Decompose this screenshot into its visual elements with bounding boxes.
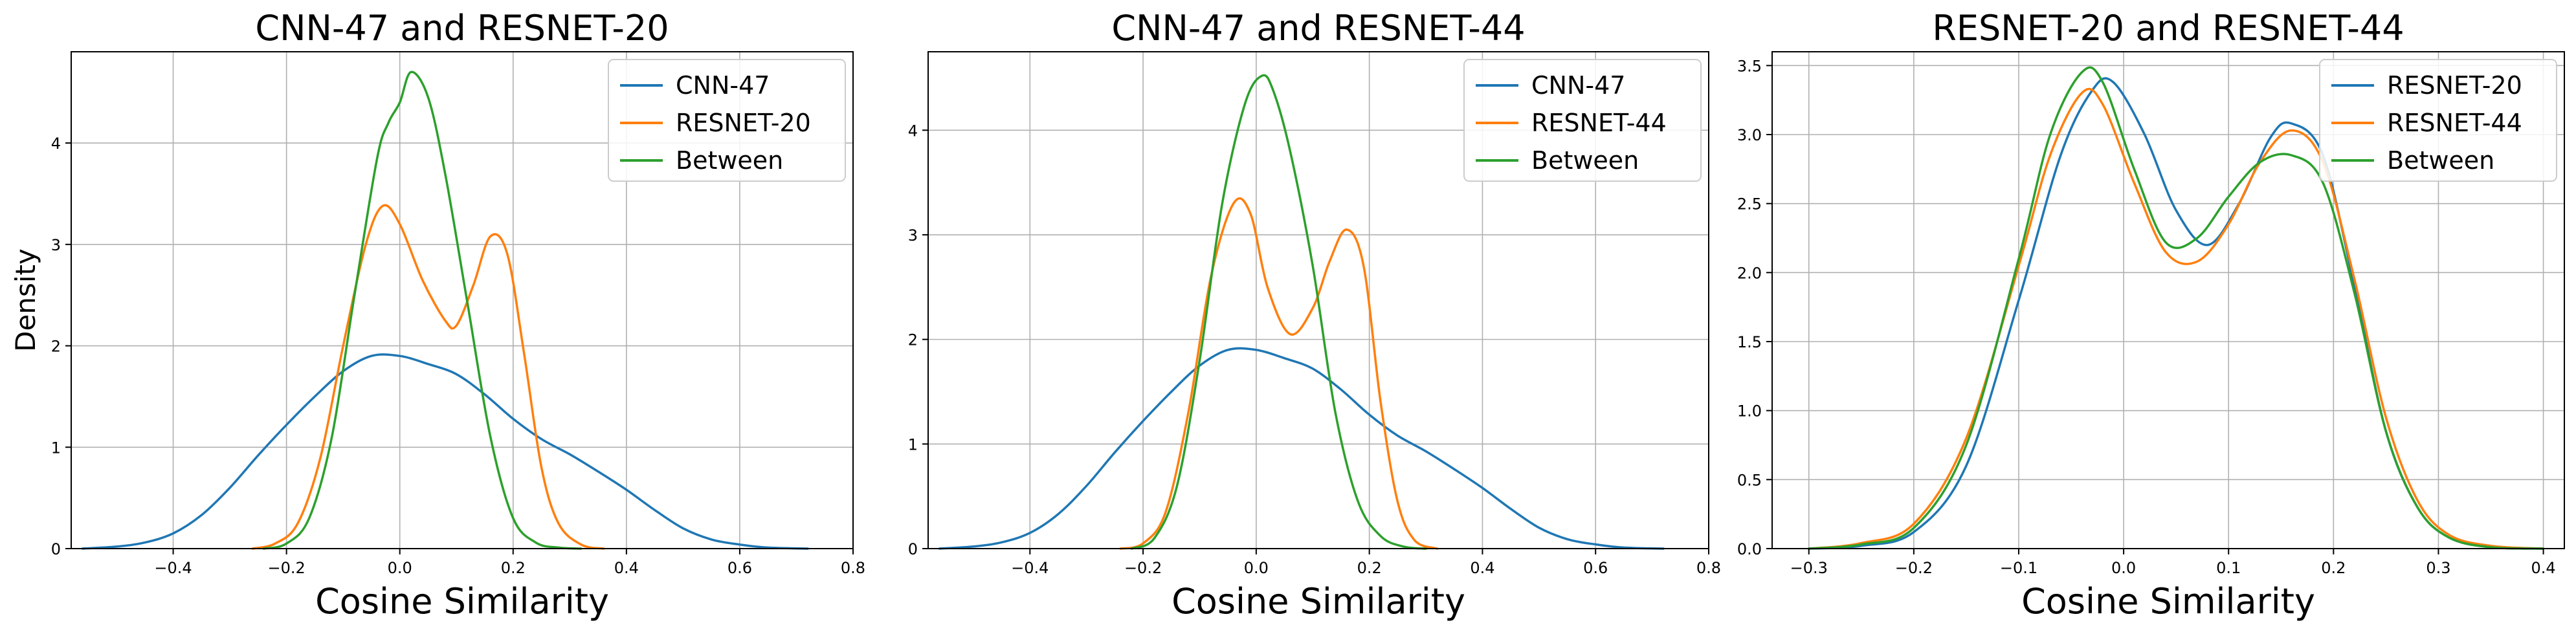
y-tick-label: 2 bbox=[51, 338, 61, 356]
legend-label: RESNET-44 bbox=[1531, 109, 1667, 137]
x-tick-label: 0.2 bbox=[1357, 559, 1382, 577]
x-tick-label: −0.2 bbox=[1124, 559, 1162, 577]
y-tick-label: 4 bbox=[908, 122, 918, 140]
plot-frame bbox=[927, 51, 1709, 549]
y-tick-label: 4 bbox=[51, 135, 61, 153]
x-tick-label: −0.4 bbox=[1011, 559, 1049, 577]
legend-label: CNN-47 bbox=[1531, 71, 1625, 100]
chart-title: CNN-47 and RESNET-20 bbox=[255, 8, 669, 49]
series-line-between bbox=[262, 71, 583, 550]
y-tick-label: 1 bbox=[51, 439, 61, 457]
y-tick-label: 3.5 bbox=[1737, 57, 1762, 75]
x-tick-label: −0.3 bbox=[1790, 559, 1828, 577]
chart-panel-3: −0.3 −0.2 −0.1 0.0 0.1 0.2 0.3 0.4 0.0 0.5 1.0 1.5 2… bbox=[1737, 8, 2565, 622]
series-line-resnet-20 bbox=[251, 204, 605, 550]
y-tick-label: 0 bbox=[908, 540, 918, 558]
legend: CNN-47 RESNET-20 Between bbox=[608, 59, 846, 182]
x-tick-label: 0.6 bbox=[727, 559, 752, 577]
legend: CNN-47 RESNET-44 Between bbox=[1463, 59, 1702, 182]
x-axis-label: Cosine Similarity bbox=[315, 581, 609, 622]
x-axis-label: Cosine Similarity bbox=[1171, 581, 1465, 622]
x-tick-label: −0.4 bbox=[154, 559, 192, 577]
y-tick-label: 3.0 bbox=[1737, 126, 1762, 144]
series-line-between bbox=[1130, 74, 1427, 550]
y-tick-label: 1.5 bbox=[1737, 333, 1762, 351]
x-tick-label: 0.4 bbox=[1470, 559, 1494, 577]
plot-frame bbox=[1771, 51, 2565, 549]
legend-label: RESNET-20 bbox=[2387, 71, 2522, 100]
x-tick-label: 0.0 bbox=[388, 559, 412, 577]
x-axis-label: Cosine Similarity bbox=[2021, 581, 2315, 622]
chart-panel-2: −0.4 −0.2 0.0 0.2 0.4 0.6 0.8 0 1 2 3 4 CNN-47 and R… bbox=[908, 8, 1721, 622]
x-tick-label: 0.4 bbox=[614, 559, 639, 577]
chart-title: RESNET-20 and RESNET-44 bbox=[1932, 8, 2404, 49]
x-tick-label: 0.2 bbox=[501, 559, 526, 577]
x-tick-label: −0.2 bbox=[267, 559, 305, 577]
x-tick-label: 0.2 bbox=[2321, 559, 2346, 577]
legend: RESNET-20 RESNET-44 Between bbox=[2319, 59, 2557, 182]
x-tick-label: 0.0 bbox=[1244, 559, 1269, 577]
series-line-between bbox=[1807, 66, 2545, 550]
x-tick-label: 0.8 bbox=[841, 559, 865, 577]
legend-label: RESNET-44 bbox=[2387, 109, 2522, 137]
y-tick-label: 2.5 bbox=[1737, 195, 1762, 213]
x-tick-label: −0.1 bbox=[2000, 559, 2037, 577]
x-tick-label: 0.6 bbox=[1583, 559, 1608, 577]
x-tick-label: 0.0 bbox=[2111, 559, 2136, 577]
x-tick-label: 0.4 bbox=[2531, 559, 2555, 577]
plot-frame bbox=[71, 51, 854, 549]
y-tick-label: 1 bbox=[908, 435, 918, 454]
y-tick-label: 2 bbox=[908, 331, 918, 349]
legend-box bbox=[1463, 59, 1702, 182]
series-line-cnn-47 bbox=[938, 347, 1665, 550]
x-tick-label: 0.8 bbox=[1696, 559, 1721, 577]
chart-title: CNN-47 and RESNET-44 bbox=[1111, 8, 1525, 49]
y-tick-label: 3 bbox=[51, 236, 61, 254]
legend-label: Between bbox=[2387, 146, 2494, 175]
x-tick-label: 0.1 bbox=[2216, 559, 2241, 577]
series-line-cnn-47 bbox=[81, 353, 809, 550]
legend-box bbox=[608, 59, 846, 182]
legend-label: RESNET-20 bbox=[676, 109, 811, 137]
y-tick-label: 2.0 bbox=[1737, 264, 1762, 282]
series-line-resnet-44 bbox=[1807, 87, 2545, 550]
x-tick-label: 0.3 bbox=[2426, 559, 2450, 577]
y-tick-label: 1.0 bbox=[1737, 402, 1762, 421]
y-tick-label: 3 bbox=[908, 226, 918, 245]
chart-panel-1: −0.4 −0.2 0.0 0.2 0.4 0.6 0.8 0 1 2 3 4 CNN-47 and R… bbox=[10, 8, 865, 622]
x-tick-label: −0.2 bbox=[1895, 559, 1933, 577]
y-tick-label: 0.5 bbox=[1737, 471, 1762, 489]
legend-box bbox=[2319, 59, 2557, 182]
legend-label: Between bbox=[676, 146, 783, 175]
y-axis-label: Density bbox=[10, 248, 41, 352]
legend-label: Between bbox=[1531, 146, 1639, 175]
legend-label: CNN-47 bbox=[676, 71, 770, 100]
y-tick-label: 0.0 bbox=[1737, 540, 1762, 558]
series-line-resnet-44 bbox=[1119, 197, 1439, 550]
y-tick-label: 0 bbox=[51, 540, 61, 558]
